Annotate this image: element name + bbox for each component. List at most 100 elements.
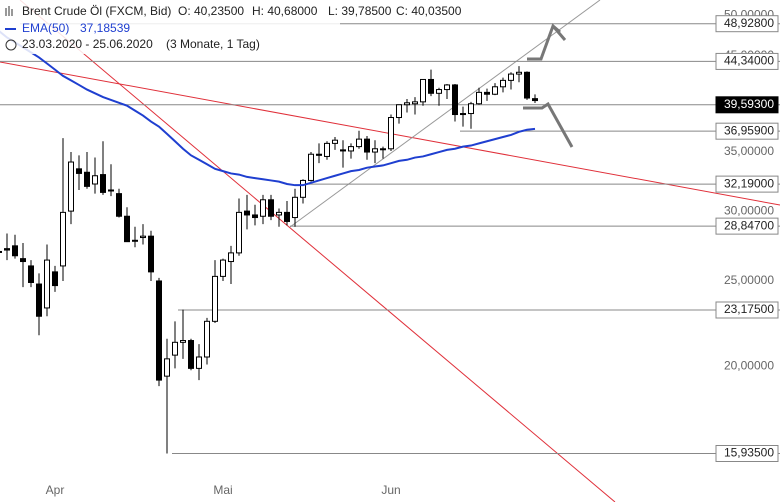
- y-tick-label: 25,00000: [724, 273, 774, 287]
- candle-body: [84, 171, 90, 187]
- candle-body: [220, 259, 226, 277]
- level-label: 28,84700: [724, 218, 774, 232]
- candle-body: [356, 138, 362, 148]
- candle-body: [148, 235, 154, 273]
- candle-body: [332, 139, 338, 144]
- candle-body: [132, 239, 138, 242]
- header-bg: [0, 0, 340, 54]
- level-label-box: [715, 122, 779, 140]
- level-label: 48,92800: [724, 16, 774, 30]
- candle-body: [300, 179, 306, 198]
- candle-body: [372, 148, 378, 153]
- legend-label: EMA(50): [22, 21, 69, 35]
- candle-body: [140, 235, 146, 239]
- candle-body: [268, 199, 274, 217]
- candle-body: [172, 341, 178, 356]
- candle-body: [4, 248, 10, 251]
- candle-body: [524, 71, 530, 99]
- candle-body: [60, 211, 66, 267]
- level-label-box: [715, 15, 779, 33]
- candle-body: [116, 193, 122, 217]
- ohlc-close: C: 40,03500: [396, 4, 462, 18]
- candle-body: [180, 340, 186, 343]
- candle-body: [212, 275, 218, 322]
- level-label-box: [715, 444, 779, 462]
- candle-body: [532, 98, 538, 102]
- y-tick-label: 20,00000: [724, 359, 774, 373]
- candle-body: [508, 73, 514, 81]
- candle-body: [468, 103, 474, 115]
- chart-title: Brent Crude Öl (FXCM, Bid): [22, 4, 171, 18]
- level-label-box: [715, 301, 779, 319]
- ohlc-high: H: 40,68000: [252, 4, 318, 18]
- y-tick-label: 35,00000: [724, 144, 774, 158]
- candle-body: [52, 271, 58, 287]
- candle-body: [28, 265, 34, 283]
- candle-body: [492, 86, 498, 95]
- candle-body: [364, 138, 370, 153]
- candle-body: [420, 78, 426, 103]
- candle-body: [228, 252, 234, 263]
- arrow-annotation: [527, 23, 567, 61]
- candle-body: [124, 215, 130, 243]
- level-label-box: [715, 52, 779, 70]
- candle-body: [252, 214, 258, 219]
- candle-body: [44, 259, 50, 309]
- candle-body: [12, 245, 18, 257]
- level-label: 23,17500: [724, 302, 774, 316]
- candle-body: [164, 358, 170, 377]
- level-label: 15,93500: [724, 446, 774, 460]
- candle-body: [244, 210, 250, 216]
- candle-body: [100, 174, 106, 193]
- arrow-annotation: [523, 101, 574, 148]
- level-label: 39,59300: [724, 97, 774, 111]
- candle-body: [324, 142, 330, 157]
- candle-body: [0, 250, 2, 253]
- level-label-box: [715, 96, 779, 114]
- candle-body: [340, 149, 346, 152]
- candle-body: [516, 71, 522, 75]
- level-label: 36,95900: [724, 123, 774, 137]
- candle-body: [396, 104, 402, 119]
- candle-body: [156, 280, 162, 381]
- x-tick-label: Apr: [46, 483, 65, 497]
- date-range: 23.03.2020 - 25.06.2020: [22, 37, 153, 51]
- candle-body: [108, 189, 114, 192]
- level-label: 44,34000: [724, 54, 774, 68]
- candle-body: [348, 146, 354, 152]
- candle-body: [92, 175, 98, 185]
- candle-body: [76, 168, 82, 174]
- ohlc-open: O: 40,23500: [178, 4, 244, 18]
- candle-body: [500, 79, 506, 88]
- candle-body: [20, 258, 26, 263]
- candle-body: [412, 101, 418, 105]
- period: (3 Monate, 1 Tag): [166, 37, 260, 51]
- candle-body: [308, 153, 314, 181]
- candle-body: [260, 199, 266, 217]
- candle-body: [284, 211, 290, 222]
- ema-line: [0, 30, 536, 187]
- y-tick-label: 30,00000: [724, 203, 774, 217]
- candle-body: [276, 211, 282, 216]
- candle-body: [68, 161, 74, 212]
- candle-body: [476, 91, 482, 105]
- candle-body: [36, 283, 42, 317]
- candle-body: [484, 91, 490, 95]
- candle-body: [428, 78, 434, 94]
- candle-body: [404, 102, 410, 106]
- x-tick-label: Mai: [213, 483, 232, 497]
- candle-body: [460, 113, 466, 116]
- chart-icon: [5, 6, 13, 16]
- level-label-box: [715, 217, 779, 235]
- candle-body: [444, 84, 450, 91]
- candle-body: [380, 148, 386, 151]
- candle-body: [196, 356, 202, 369]
- candle-body: [436, 89, 442, 94]
- legend-value: 37,18539: [80, 21, 130, 35]
- candle-body: [204, 320, 210, 358]
- ohlc-low: L: 39,78500: [328, 4, 392, 18]
- candle-body: [188, 340, 194, 369]
- x-tick-label: Jun: [381, 483, 400, 497]
- level-label: 32,19000: [724, 176, 774, 190]
